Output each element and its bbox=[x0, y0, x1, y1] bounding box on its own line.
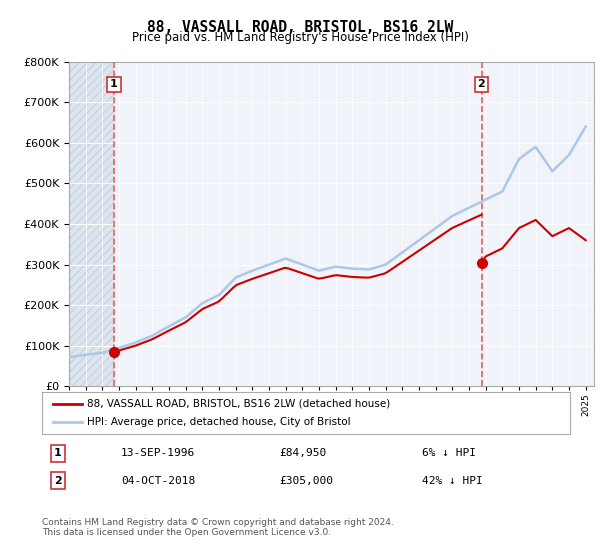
Bar bbox=[69, 62, 114, 386]
Text: Price paid vs. HM Land Registry's House Price Index (HPI): Price paid vs. HM Land Registry's House … bbox=[131, 31, 469, 44]
Text: £84,950: £84,950 bbox=[280, 449, 327, 459]
Text: HPI: Average price, detached house, City of Bristol: HPI: Average price, detached house, City… bbox=[87, 417, 350, 427]
Text: 88, VASSALL ROAD, BRISTOL, BS16 2LW: 88, VASSALL ROAD, BRISTOL, BS16 2LW bbox=[147, 20, 453, 35]
Text: 13-SEP-1996: 13-SEP-1996 bbox=[121, 449, 196, 459]
Text: £305,000: £305,000 bbox=[280, 475, 334, 486]
Text: 2: 2 bbox=[478, 80, 485, 90]
Text: 2: 2 bbox=[54, 475, 62, 486]
Text: 1: 1 bbox=[110, 80, 118, 90]
Text: 42% ↓ HPI: 42% ↓ HPI bbox=[422, 475, 483, 486]
Text: 6% ↓ HPI: 6% ↓ HPI bbox=[422, 449, 476, 459]
Text: Contains HM Land Registry data © Crown copyright and database right 2024.
This d: Contains HM Land Registry data © Crown c… bbox=[42, 518, 394, 538]
Text: 04-OCT-2018: 04-OCT-2018 bbox=[121, 475, 196, 486]
Text: 88, VASSALL ROAD, BRISTOL, BS16 2LW (detached house): 88, VASSALL ROAD, BRISTOL, BS16 2LW (det… bbox=[87, 399, 390, 409]
Text: 1: 1 bbox=[54, 449, 62, 459]
